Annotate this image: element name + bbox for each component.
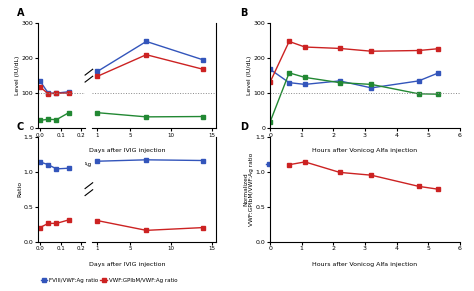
Text: Days after IVIG injection: Days after IVIG injection <box>89 262 165 267</box>
Text: Days after IVIG injection: Days after IVIG injection <box>89 148 165 153</box>
Text: D: D <box>240 122 248 132</box>
Text: B: B <box>240 8 247 18</box>
Legend: FVIII, VWF:Ag, VWF:GPIbM: FVIII, VWF:Ag, VWF:GPIbM <box>264 160 361 170</box>
Y-axis label: Ratio: Ratio <box>17 181 22 197</box>
Y-axis label: Level (IU/dL): Level (IU/dL) <box>15 56 20 95</box>
Legend: FVIII, VWF:Ag, VWF:GPIbM: FVIII, VWF:Ag, VWF:GPIbM <box>38 160 136 170</box>
Y-axis label: Normalized
VWF:GPIbM/VWF:Ag ratio: Normalized VWF:GPIbM/VWF:Ag ratio <box>243 152 254 226</box>
Text: A: A <box>17 8 24 18</box>
Y-axis label: Level (IU/dL): Level (IU/dL) <box>247 56 252 95</box>
Legend: FVIII/VWF:Ag ratio, VWF:GPIbM/VWF:Ag ratio: FVIII/VWF:Ag ratio, VWF:GPIbM/VWF:Ag rat… <box>38 276 180 285</box>
Text: Hours after Vonicog Alfa injection: Hours after Vonicog Alfa injection <box>312 262 418 267</box>
Text: C: C <box>17 122 24 132</box>
Text: Hours after Vonicog Alfa injection: Hours after Vonicog Alfa injection <box>312 148 418 153</box>
